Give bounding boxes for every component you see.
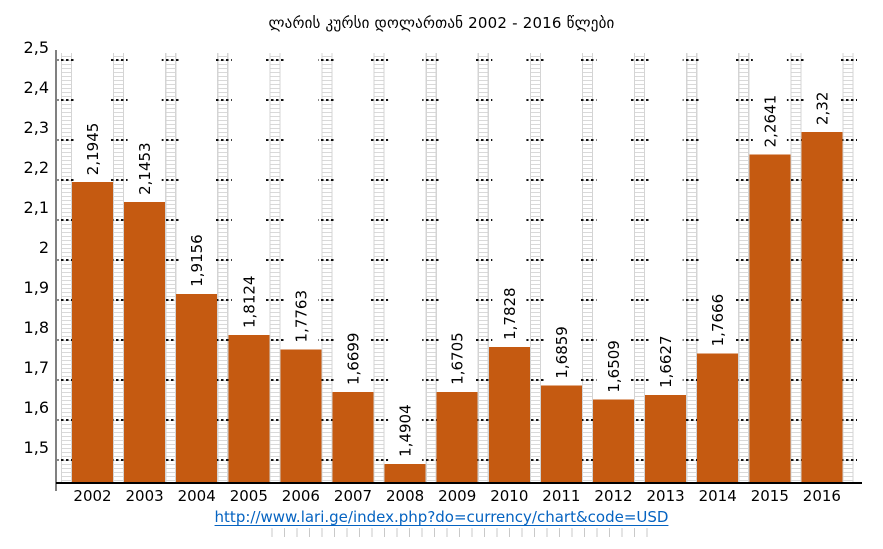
minor-gridline-band (686, 53, 698, 483)
bar-2002 (72, 182, 113, 483)
bar-value-label: 1,7666 (709, 294, 727, 347)
bar-value-label: 1,7828 (501, 287, 519, 340)
bar-2011 (540, 385, 582, 483)
source-url-link[interactable]: http://www.lari.ge/index.php?do=currency… (214, 508, 669, 526)
bar-2007 (332, 392, 374, 483)
x-tick-label: 2006 (282, 487, 320, 505)
source-link-row: http://www.lari.ge/index.php?do=currency… (0, 507, 883, 526)
chart-title: ლარის კურსი დოლართან 2002 - 2016 წლები (268, 14, 615, 32)
bar-value-label: 2,1945 (84, 123, 102, 176)
minor-gridline-band (738, 53, 750, 483)
x-tick-label: 2016 (803, 487, 841, 505)
y-tick-label: 2,5 (24, 38, 49, 57)
minor-gridline-band (269, 53, 281, 483)
bar-2013 (645, 394, 687, 483)
bar-value-label: 1,4904 (397, 404, 415, 457)
bar-value-label: 1,6705 (449, 332, 467, 385)
minor-gridline-band (582, 53, 593, 483)
minor-gridline-band (477, 53, 489, 483)
y-tick-label: 2,4 (24, 78, 49, 97)
x-tick-label: 2011 (542, 487, 580, 505)
y-tick-label: 1,7 (24, 358, 49, 377)
bar-value-label: 2,32 (813, 92, 831, 125)
x-tick-label: 2005 (230, 487, 268, 505)
minor-gridline-band (113, 53, 125, 483)
bar-2005 (228, 335, 270, 483)
minor-gridline-band (165, 53, 177, 483)
x-tick-label: 2012 (594, 487, 632, 505)
minor-gridline-band (321, 53, 333, 483)
bar-value-label: 2,2641 (761, 95, 779, 148)
x-tick-label: 2002 (73, 487, 111, 505)
x-tick-label: 2010 (490, 487, 528, 505)
bar-2010 (488, 346, 530, 483)
bar-2003 (124, 201, 166, 483)
minor-gridline-band (842, 53, 854, 483)
bar-value-label: 1,6699 (345, 333, 363, 386)
minor-gridline-band (634, 53, 646, 483)
y-tick-label: 1,9 (24, 278, 49, 297)
x-tick-label: 2015 (751, 487, 789, 505)
minor-gridline-band (529, 53, 541, 483)
x-tick-label: 2013 (647, 487, 685, 505)
bar-value-label: 1,6509 (605, 340, 623, 393)
y-tick-label: 2,1 (24, 198, 49, 217)
bar-2012 (593, 399, 634, 483)
x-tick-label: 2014 (699, 487, 737, 505)
bar-value-label: 1,7763 (292, 290, 310, 343)
bar-value-label: 1,6627 (657, 335, 675, 388)
bar-2008 (384, 463, 426, 483)
bar-2006 (280, 349, 322, 483)
bar-2004 (176, 293, 218, 483)
x-tick-label: 2009 (438, 487, 476, 505)
minor-gridline-band (217, 53, 229, 483)
x-tick-label: 2004 (178, 487, 216, 505)
x-tick-label: 2008 (386, 487, 424, 505)
bar-2014 (697, 353, 739, 483)
y-tick-label: 1,6 (24, 398, 49, 417)
bar-2015 (749, 154, 791, 484)
bar-value-label: 1,9156 (188, 234, 206, 287)
y-tick-label: 1,5 (24, 438, 49, 457)
bar-2009 (436, 391, 478, 483)
bar-value-label: 2,1453 (136, 142, 154, 195)
minor-gridline-band (373, 53, 385, 483)
y-tick-label: 2 (39, 238, 49, 257)
bar-value-label: 1,6859 (553, 326, 571, 379)
minor-gridline-band (61, 53, 72, 483)
bar-value-label: 1,8124 (240, 276, 258, 329)
minor-gridline-band (425, 53, 437, 483)
y-tick-label: 1,8 (24, 318, 49, 337)
minor-gridline-band (790, 53, 802, 483)
y-tick-label: 2,2 (24, 158, 49, 177)
y-tick-label: 2,3 (24, 118, 49, 137)
x-tick-label: 2007 (334, 487, 372, 505)
bar-2016 (801, 132, 843, 483)
x-tick-label: 2003 (126, 487, 164, 505)
